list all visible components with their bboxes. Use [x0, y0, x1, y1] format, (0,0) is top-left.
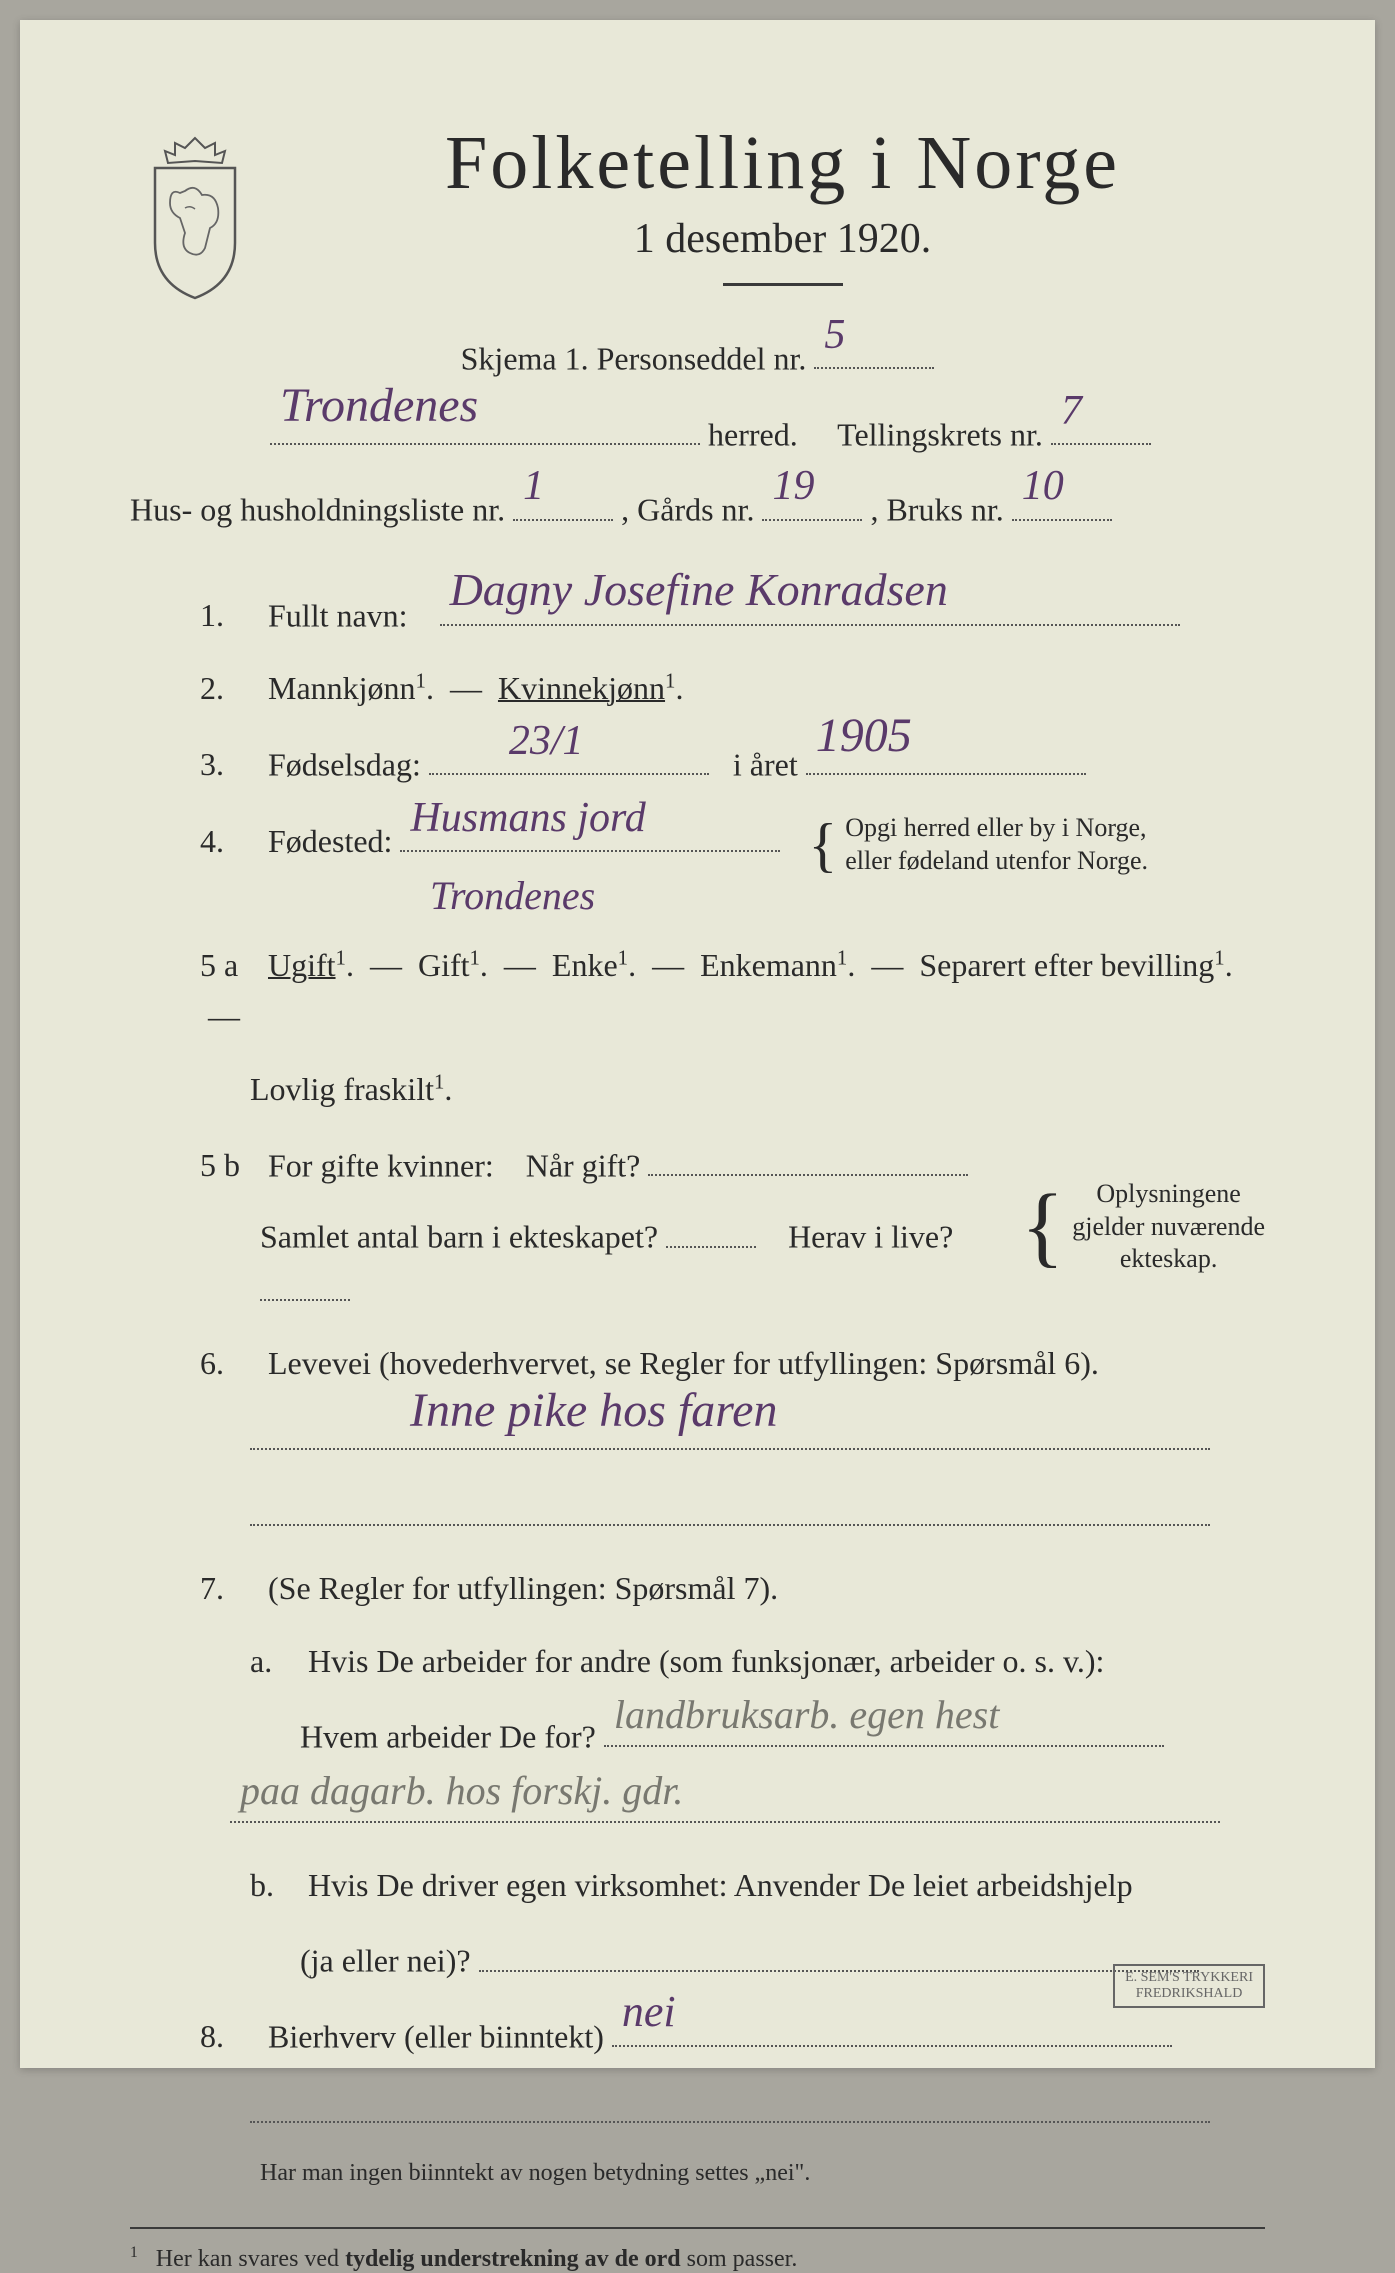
footnote-bold: tydelig understrekning av de ord	[345, 2246, 681, 2272]
q1-label: Fullt navn:	[268, 597, 408, 633]
q4-label: Fødested:	[268, 823, 392, 859]
q6-blank-line	[130, 1487, 1265, 1541]
q3-day: 23/1	[509, 708, 584, 775]
q5a-gift: Gift	[418, 947, 470, 983]
q7-num: 7.	[200, 1563, 260, 1614]
hus-nr: 1	[523, 453, 544, 520]
q6-value-line: Inne pike hos faren	[130, 1412, 1265, 1466]
bruks-label: Bruks nr.	[886, 492, 1003, 528]
q5a-line2: Lovlig fraskilt1.	[130, 1064, 1265, 1115]
q5b-barn: Samlet antal barn i ekteskapet?	[260, 1219, 658, 1255]
q8-note: Har man ingen biinntekt av nogen betydni…	[130, 2160, 1265, 2187]
q5a-enke: Enke	[552, 947, 618, 983]
title-block: Folketelling i Norge 1 desember 1920.	[300, 120, 1265, 316]
q5a-lovlig: Lovlig fraskilt	[250, 1071, 434, 1107]
census-document: Folketelling i Norge 1 desember 1920. Sk…	[20, 20, 1375, 2068]
q7-line: 7. (Se Regler for utfyllingen: Spørsmål …	[130, 1563, 1265, 1614]
q8-blank	[130, 2085, 1265, 2139]
q5b-when: Når gift?	[526, 1147, 641, 1183]
q4-line2: Trondenes	[130, 864, 1265, 928]
q5a-num: 5 a	[200, 940, 260, 991]
q3-num: 3.	[200, 739, 260, 790]
q5b-note: { Oplysningene gjelder nuværende ekteska…	[1021, 1178, 1265, 1276]
q1-line: 1. Fullt navn: Dagny Josefine Konradsen	[130, 588, 1265, 642]
main-title: Folketelling i Norge	[300, 120, 1265, 207]
q1-value: Dagny Josefine Konradsen	[450, 553, 948, 627]
q3-label: Fødselsdag:	[268, 746, 421, 782]
footnote-text-1: Her kan svares ved	[156, 2246, 345, 2272]
subtitle: 1 desember 1920.	[300, 215, 1265, 263]
hus-line: Hus- og husholdningsliste nr. 1 , Gårds …	[130, 482, 1265, 536]
tellingskrets-nr: 7	[1061, 378, 1082, 445]
q7b-letter: b.	[250, 1860, 300, 1911]
q4-note1: Opgi herred eller by i Norge,	[845, 813, 1146, 842]
q7a-value2: paa dagarb. hos forskj. gdr.	[240, 1759, 683, 1823]
q8-line: 8. Bierhverv (eller biinntekt) nei	[130, 2009, 1265, 2063]
q5a-ugift: Ugift	[268, 947, 336, 983]
footnote: 1 Her kan svares ved tydelig understrekn…	[130, 2244, 1265, 2273]
q7-label: (Se Regler for utfyllingen: Spørsmål 7).	[268, 1570, 778, 1606]
q7a-line3: paa dagarb. hos forskj. gdr.	[130, 1785, 1265, 1839]
q7a-value1: landbruksarb. egen hest	[614, 1683, 1000, 1747]
q7a-letter: a.	[250, 1636, 300, 1687]
header: Folketelling i Norge 1 desember 1920.	[130, 120, 1265, 316]
q7b-line1: b. Hvis De driver egen virksomhet: Anven…	[130, 1860, 1265, 1911]
herred-line: Trondenes herred. Tellingskrets nr. 7	[130, 407, 1265, 461]
q5a-line: 5 a Ugift1. — Gift1. — Enke1. — Enkemann…	[130, 940, 1265, 1042]
q8-label: Bierhverv (eller biinntekt)	[268, 2018, 604, 2054]
q5b-num: 5 b	[200, 1140, 260, 1191]
q2-num: 2.	[200, 663, 260, 714]
q5a-separert: Separert efter bevilling	[919, 947, 1214, 983]
coat-of-arms-icon	[130, 133, 260, 303]
q8-num: 8.	[200, 2011, 260, 2062]
q5b-note1: Oplysningene	[1096, 1179, 1240, 1208]
herred-label: herred.	[708, 416, 798, 452]
gards-nr: 19	[772, 453, 814, 520]
printer-stamp: E. SEM'S TRYKKERIFREDRIKSHALD	[1113, 1964, 1265, 2008]
q7b-label: Hvis De driver egen virksomhet: Anvender…	[308, 1867, 1133, 1903]
q4-value2: Trondenes	[430, 873, 595, 918]
q7a-label: Hvis De arbeider for andre (som funksjon…	[308, 1643, 1104, 1679]
q2-mann: Mannkjønn	[268, 670, 416, 706]
footnote-marker: 1	[130, 2244, 138, 2261]
q1-num: 1.	[200, 590, 260, 641]
title-divider	[723, 283, 843, 286]
q7b-question: (ja eller nei)?	[300, 1943, 471, 1979]
q5b-live: Herav i live?	[788, 1219, 953, 1255]
footnote-divider	[130, 2227, 1265, 2229]
q7b-line2: (ja eller nei)?	[130, 1933, 1265, 1987]
herred-value: Trondenes	[280, 368, 478, 445]
q3-year: 1905	[816, 698, 912, 775]
q2-line: 2. Mannkjønn1. — Kvinnekjønn1.	[130, 663, 1265, 714]
q7a-line2: Hvem arbeider De for? landbruksarb. egen…	[130, 1709, 1265, 1763]
q4-num: 4.	[200, 816, 260, 867]
q5b-note2: gjelder nuværende	[1072, 1212, 1265, 1241]
q3-year-label: i året	[733, 746, 798, 782]
personseddel-nr: 5	[824, 302, 845, 369]
q5b-label: For gifte kvinner:	[268, 1147, 494, 1183]
q2-kvinne: Kvinnekjønn	[498, 670, 665, 706]
q7a-line1: a. Hvis De arbeider for andre (som funks…	[130, 1636, 1265, 1687]
q8-value: nei	[622, 1977, 676, 2047]
footnote-text-2: som passer.	[681, 2246, 798, 2272]
tellingskrets-label: Tellingskrets nr.	[837, 416, 1043, 452]
bruks-nr: 10	[1022, 453, 1064, 520]
gards-label: Gårds nr.	[637, 492, 754, 528]
q5b-block: 5 b For gifte kvinner: Når gift? Samlet …	[130, 1138, 1265, 1317]
q6-value: Inne pike hos faren	[410, 1373, 777, 1450]
q4-value1: Husmans jord	[410, 785, 645, 852]
q5b-note3: ekteskap.	[1120, 1244, 1217, 1273]
q7a-question: Hvem arbeider De for?	[300, 1718, 596, 1754]
q6-num: 6.	[200, 1338, 260, 1389]
skjema-label: Skjema 1. Personseddel nr.	[461, 340, 807, 376]
q3-line: 3. Fødselsdag: 23/1 i året 1905	[130, 737, 1265, 791]
hus-label: Hus- og husholdningsliste nr.	[130, 492, 505, 528]
q5a-enkemann: Enkemann	[700, 947, 837, 983]
